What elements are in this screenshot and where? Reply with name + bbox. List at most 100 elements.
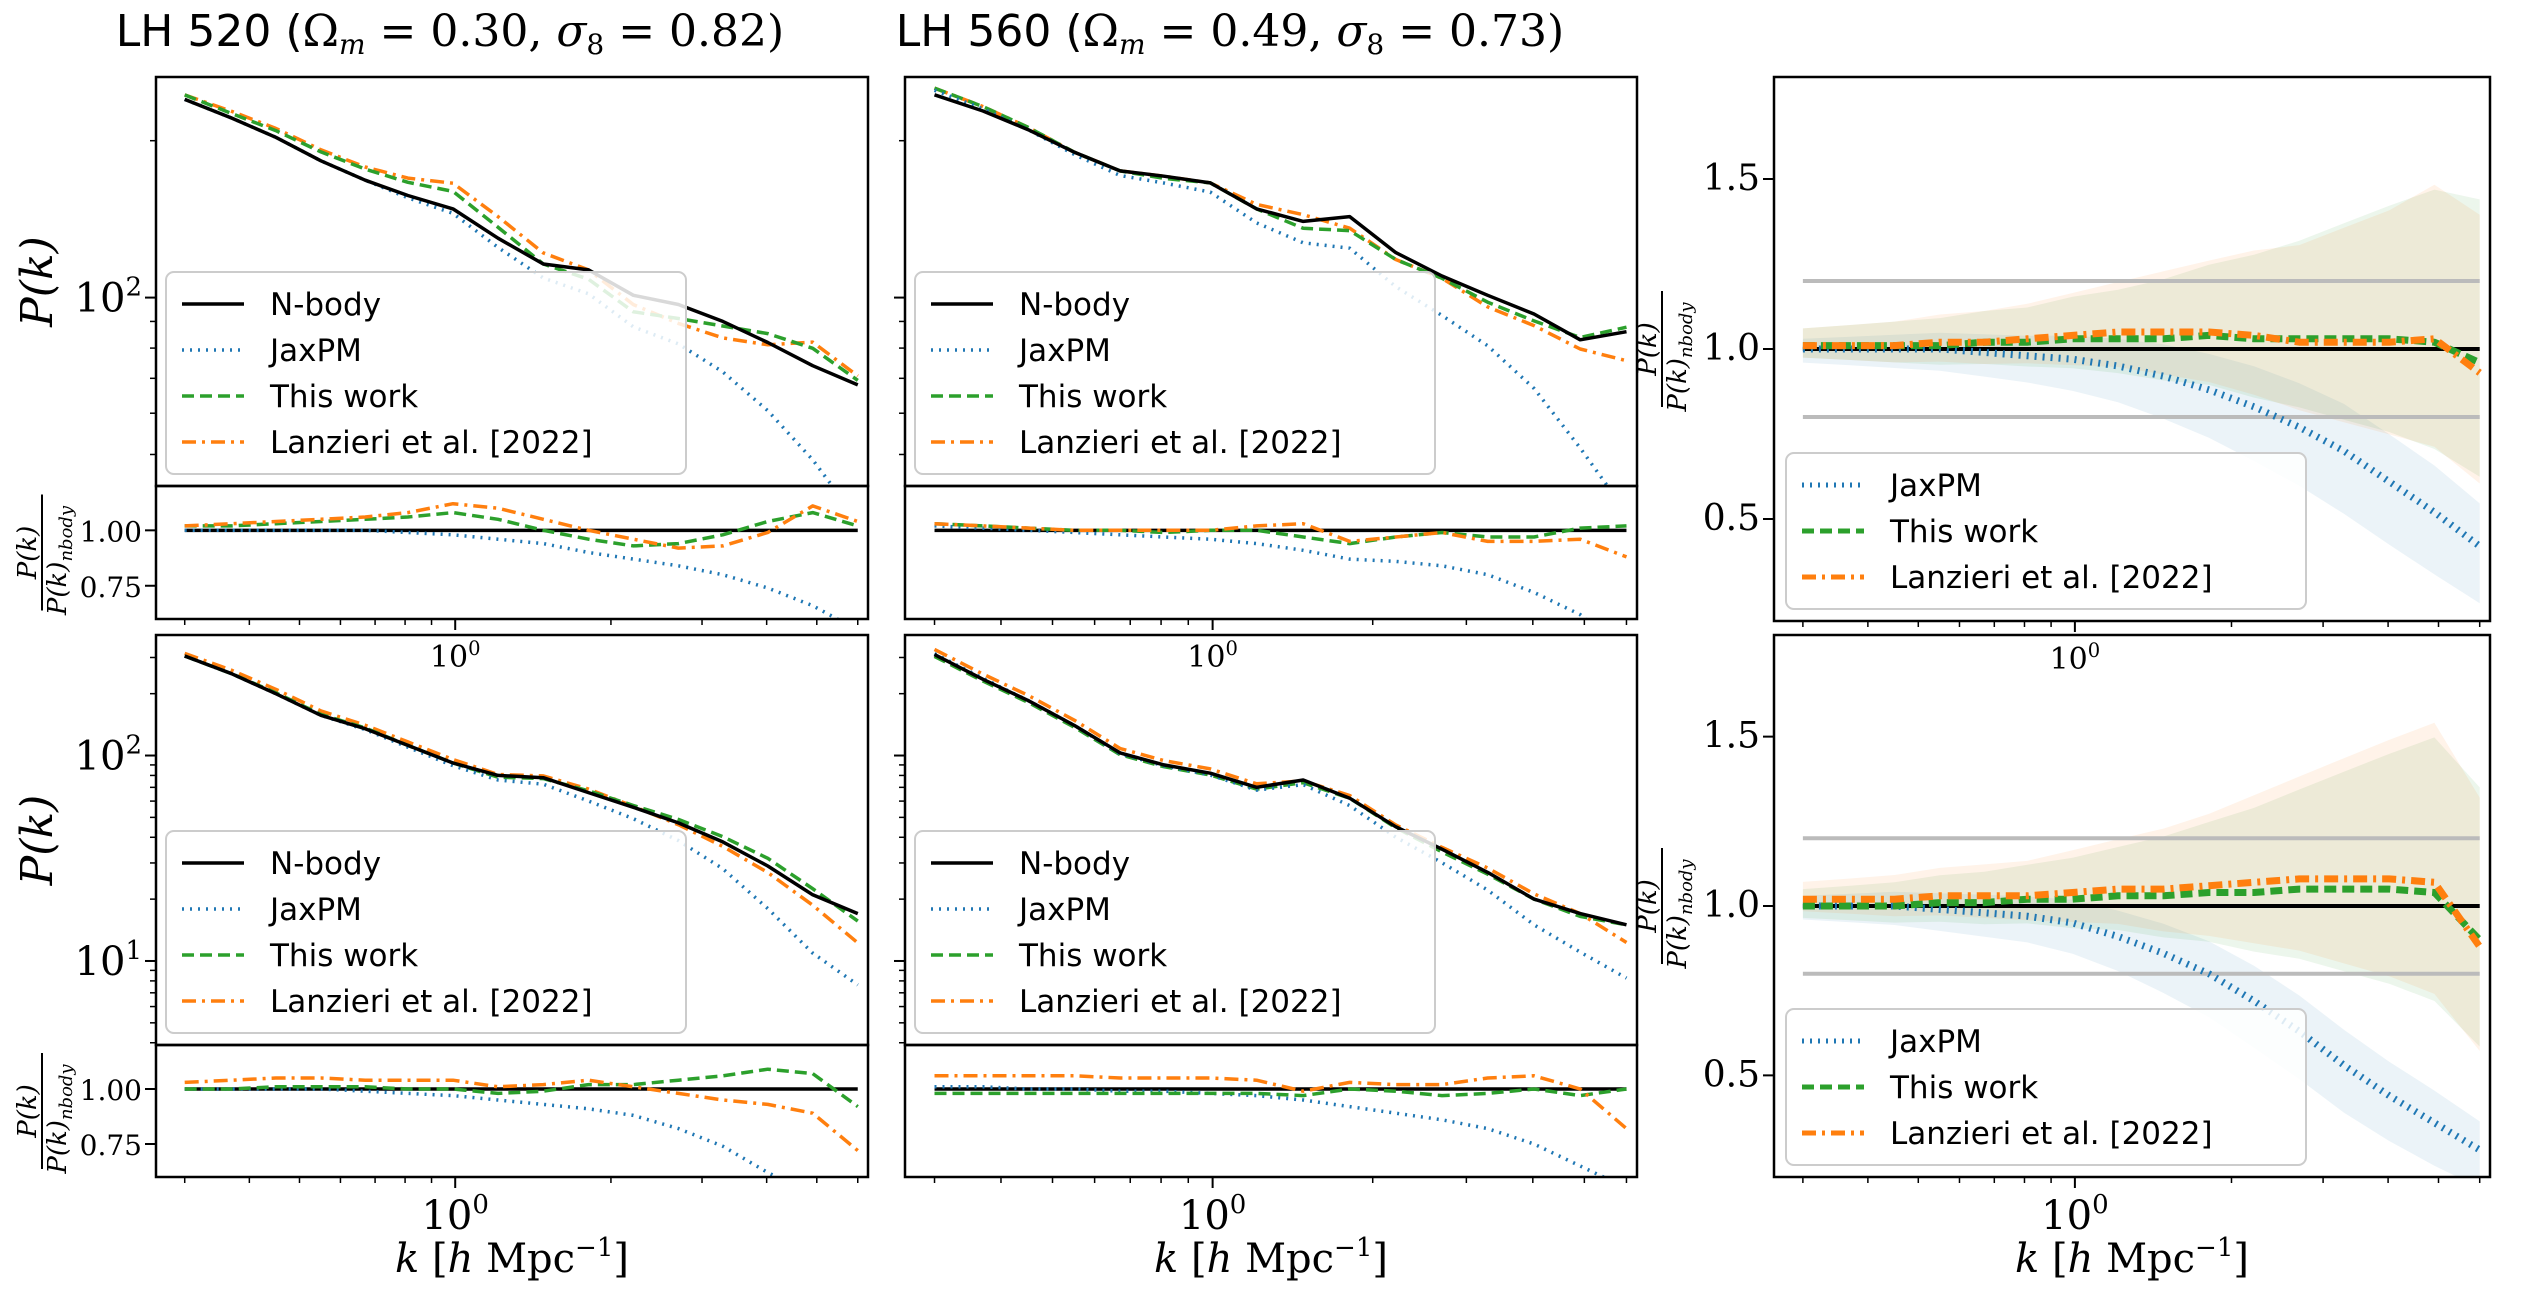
ratio-axis-label: P(k)P(k)nbody [1633, 848, 1697, 970]
y-tick-label: 0.5 [1703, 498, 1760, 539]
legend-label-lanzieri: Lanzieri et al. [2022] [1019, 984, 1342, 1020]
panel-3: 101 102 N-body JaxPM This work Lanzieri et al… [12, 633, 870, 1282]
series-line-this_work [184, 654, 859, 923]
legend-label-jaxpm: JaxPM [268, 892, 362, 928]
series-line-jaxpm [933, 652, 1628, 980]
svg-text:P(k): P(k) [1633, 879, 1663, 934]
ratio-plot-frame [903, 484, 1639, 621]
legend-label-this_work: This work [269, 379, 418, 415]
ratio-plot-frame [154, 1043, 870, 1179]
y-tick-label: 101 [75, 936, 142, 985]
ratio-line-jaxpm [934, 1085, 1608, 1177]
x-tick-label: 100 [1187, 637, 1238, 675]
svg-text:P(k): P(k) [1633, 322, 1663, 377]
legend-label-this_work: This work [1018, 379, 1167, 415]
panel-2: 0.5 1.0 1.5 100 JaxPM This work Lanzieri et al… [1633, 75, 2492, 677]
x-axis-label: k [h Mpc−1] [1154, 1233, 1388, 1282]
ratio-line-lanzieri [934, 521, 1628, 559]
panel-4: N-body JaxPM This work Lanzieri et al. [202… [894, 633, 1639, 1282]
ratio-line-this_work [184, 1067, 859, 1109]
column-title-lh560: LH 560 (Ωm = 0.49, σ8 = 0.73) [896, 6, 1564, 61]
legend: N-body JaxPM This work Lanzieri et al. [202… [165, 271, 687, 475]
ratio-axis-label: P(k)P(k)nbody [1633, 291, 1697, 413]
ratio-line-this_work [1802, 885, 2483, 943]
panel-5: 0.5 1.0 1.5 100 JaxPM This work Lanzieri et al… [1633, 633, 2492, 1282]
y-tick-label: 1.00 [80, 1074, 142, 1107]
y-axis-label: P(k) [12, 236, 63, 328]
series-line-lanzieri [184, 93, 859, 378]
ratio-line-lanzieri [1802, 875, 2483, 949]
ensemble-spread-band-jaxpm [1802, 332, 2480, 604]
ensemble-spread-band-lanzieri [1802, 722, 2480, 1051]
ratio-line-lanzieri [1802, 328, 2482, 376]
legend-label-nbody: N-body [270, 846, 381, 882]
ratio-line-this_work [184, 510, 859, 548]
legend-label-this_work: This work [269, 938, 418, 974]
x-tick-label: 100 [1179, 1190, 1246, 1239]
ratio-line-jaxpm [934, 524, 1589, 619]
legend-label-lanzieri: Lanzieri et al. [2022] [270, 425, 593, 461]
svg-text:P(k)nbody: P(k)nbody [43, 1064, 77, 1175]
series-line-this_work [184, 93, 859, 382]
legend: JaxPM This work Lanzieri et al. [2022] [1785, 1008, 2307, 1166]
panel-1: N-body JaxPM This work Lanzieri et al. [202… [894, 75, 1639, 675]
x-axis-label: k [h Mpc−1] [2015, 1233, 2249, 1282]
legend-label-jaxpm: JaxPM [268, 333, 362, 369]
x-tick-label: 100 [430, 637, 481, 675]
series-line-lanzieri [933, 647, 1628, 944]
ratio-line-lanzieri [184, 1076, 859, 1152]
series-line-nbody [933, 653, 1627, 927]
svg-text:P(k)nbody: P(k)nbody [1663, 859, 1697, 970]
y-tick-label: 1.5 [1703, 716, 1760, 757]
ratio-line-jaxpm [184, 528, 841, 619]
series-line-jaxpm [933, 88, 1610, 486]
svg-text:P(k)nbody: P(k)nbody [43, 505, 77, 616]
panel-0: 102 N-body JaxPM This work Lanzieri et al. [… [12, 75, 870, 675]
series-line-nbody [933, 93, 1627, 342]
legend-label-lanzieri: Lanzieri et al. [2022] [270, 984, 593, 1020]
legend-label-jaxpm: JaxPM [1017, 892, 1111, 928]
legend-label-lanzieri: Lanzieri et al. [2022] [1890, 560, 2213, 596]
legend-label-lanzieri: Lanzieri et al. [2022] [1019, 425, 1342, 461]
x-tick-label: 100 [2050, 639, 2101, 677]
svg-text:P(k): P(k) [13, 526, 43, 581]
ratio-line-jaxpm [1802, 345, 2482, 549]
svg-text:P(k)nbody: P(k)nbody [1663, 302, 1697, 413]
y-tick-label: 1.0 [1703, 885, 1760, 926]
ensemble-spread-band-this_work [1802, 737, 2480, 1047]
ratio-plot-frame [154, 484, 870, 621]
y-tick-label: 1.0 [1703, 328, 1760, 369]
y-tick-label: 102 [75, 731, 142, 780]
legend-label-this_work: This work [1018, 938, 1167, 974]
x-tick-label: 100 [2041, 1190, 2108, 1239]
legend: JaxPM This work Lanzieri et al. [2022] [1785, 452, 2307, 610]
legend: N-body JaxPM This work Lanzieri et al. [202… [165, 830, 687, 1034]
legend-label-this_work: This work [1889, 514, 2038, 550]
y-axis-label: P(k) [12, 795, 63, 887]
x-axis-label: k [h Mpc−1] [395, 1233, 629, 1282]
y-tick-label: 0.75 [80, 1129, 142, 1162]
ratio-axis-label: P(k)P(k)nbody [13, 494, 77, 616]
legend-label-this_work: This work [1889, 1070, 2038, 1106]
legend-label-nbody: N-body [1019, 846, 1130, 882]
ratio-axis-label: P(k)P(k)nbody [13, 1053, 77, 1175]
y-tick-label: 1.5 [1703, 158, 1760, 199]
x-tick-label: 100 [421, 1190, 488, 1239]
legend-label-lanzieri: Lanzieri et al. [2022] [1890, 1116, 2213, 1152]
legend-label-nbody: N-body [1019, 287, 1130, 323]
series-line-nbody [184, 97, 859, 387]
svg-text:P(k): P(k) [13, 1084, 43, 1139]
y-tick-label: 102 [75, 273, 142, 322]
ensemble-spread-band-this_work [1802, 189, 2480, 477]
y-tick-label: 0.75 [80, 571, 142, 604]
ratio-line-this_work [934, 1087, 1627, 1098]
ratio-line-jaxpm [184, 1087, 781, 1177]
y-tick-label: 0.5 [1703, 1054, 1760, 1095]
ensemble-spread-band-lanzieri [1802, 184, 2480, 484]
legend-label-jaxpm: JaxPM [1888, 468, 1982, 504]
legend-label-jaxpm: JaxPM [1888, 1024, 1982, 1060]
legend: N-body JaxPM This work Lanzieri et al. [202… [914, 830, 1436, 1034]
series-line-nbody [184, 654, 859, 916]
column-title-lh520: LH 520 (Ωm = 0.30, σ8 = 0.82) [116, 6, 784, 61]
